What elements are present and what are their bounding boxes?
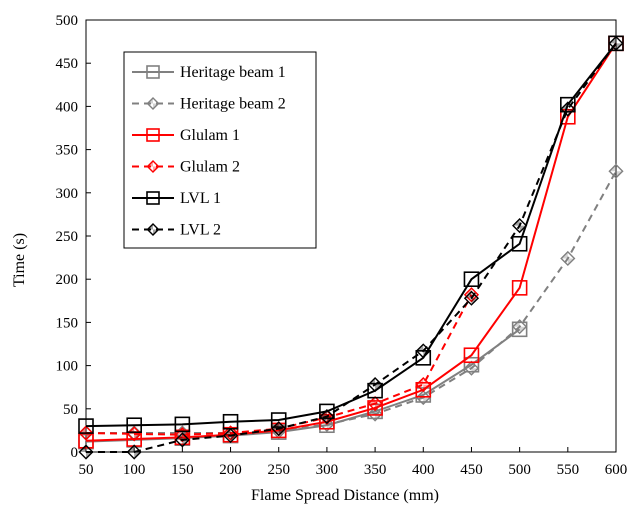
legend-marker	[146, 97, 160, 110]
data-point	[222, 425, 239, 441]
x-tick-label: 350	[364, 462, 387, 478]
data-point	[560, 250, 576, 267]
legend-label: Heritage beam 1	[180, 64, 286, 81]
y-axis-label: Time (s)	[11, 233, 28, 287]
data-point	[174, 429, 191, 446]
x-tick-label: 600	[605, 462, 628, 478]
x-tick-label: 500	[508, 462, 531, 478]
series-line	[86, 170, 617, 434]
data-point	[463, 290, 480, 306]
data-point	[222, 427, 239, 444]
y-tick-label: 400	[56, 99, 79, 115]
y-tick-label: 150	[56, 315, 79, 331]
data-point	[367, 396, 383, 412]
legend-item: LVL 1	[132, 190, 221, 207]
data-point	[367, 377, 383, 393]
x-tick-label: 400	[412, 462, 435, 478]
data-point	[78, 425, 94, 441]
data-point	[608, 163, 624, 179]
legend-marker	[146, 128, 160, 142]
data-point	[463, 360, 480, 376]
series-line	[85, 42, 617, 442]
y-tick-label: 300	[56, 186, 79, 202]
series-lvl-2	[78, 35, 624, 460]
legend-label: Heritage beam 2	[180, 96, 286, 113]
data-point	[78, 418, 94, 434]
y-tick-label: 0	[71, 445, 79, 461]
x-tick-label: 150	[171, 462, 194, 478]
y-tick-label: 500	[56, 13, 79, 29]
series-line	[85, 42, 617, 428]
legend-marker	[146, 160, 160, 173]
x-axis-label: Flame Spread Distance (mm)	[251, 487, 439, 504]
y-tick-label: 450	[56, 56, 79, 72]
series-heritage-beam-1	[78, 321, 528, 450]
legend: Heritage beam 1 Heritage beam 2 Glulam 1 Gl…	[123, 51, 317, 249]
legend-item: LVL 2	[132, 222, 221, 239]
legend-box	[123, 51, 317, 249]
x-axis: 50 100 150 200 250 300 350 400 450 500 550 600	[79, 447, 628, 478]
data-point	[511, 235, 528, 252]
legend-item: Heritage beam 2	[132, 96, 286, 113]
legend-item: Glulam 1	[132, 127, 240, 144]
x-tick-label: 50	[79, 462, 94, 478]
data-point	[463, 287, 480, 303]
y-tick-label: 50	[63, 402, 78, 418]
data-point	[415, 377, 431, 393]
data-point	[512, 218, 528, 234]
data-point	[463, 356, 480, 373]
data-point	[367, 400, 383, 416]
y-tick-label: 100	[56, 359, 79, 375]
y-tick-label: 250	[56, 229, 79, 245]
x-tick-label: 450	[460, 462, 483, 478]
data-point	[174, 427, 190, 443]
x-tick-label: 300	[316, 462, 339, 478]
data-point	[608, 35, 624, 51]
data-point	[415, 343, 431, 359]
data-point	[511, 280, 528, 296]
data-point	[270, 412, 287, 428]
data-point	[126, 417, 142, 434]
y-tick-label: 350	[56, 143, 79, 159]
data-point	[463, 271, 480, 288]
data-point	[174, 416, 191, 433]
x-tick-label: 250	[267, 462, 290, 478]
legend-item: Heritage beam 1	[132, 64, 286, 81]
legend-label: LVL 1	[180, 190, 221, 207]
legend-marker	[146, 191, 160, 205]
data-point	[271, 421, 287, 437]
legend-item: Glulam 2	[132, 159, 240, 176]
data-point	[270, 422, 287, 439]
legend-label: Glulam 1	[180, 127, 240, 144]
data-point	[126, 444, 142, 460]
data-point	[415, 381, 432, 398]
series-line	[86, 42, 617, 453]
data-point	[512, 319, 528, 335]
data-point	[511, 321, 528, 338]
data-point	[560, 108, 576, 125]
y-tick-label: 200	[56, 272, 79, 288]
data-point	[463, 347, 480, 364]
y-axis: 0 50 100 150 200 250 300 350 400 450 500	[56, 13, 91, 461]
data-point	[560, 101, 576, 117]
legend-label: LVL 2	[180, 222, 221, 239]
data-point	[78, 444, 94, 460]
data-point	[319, 413, 335, 430]
legend-label: Glulam 2	[180, 159, 240, 176]
data-point	[222, 413, 239, 430]
x-tick-label: 200	[219, 462, 242, 478]
legend-marker	[146, 65, 160, 79]
series-layer	[78, 35, 624, 460]
data-point	[560, 96, 576, 113]
data-point	[174, 432, 190, 448]
legend-marker	[146, 223, 160, 236]
data-point	[415, 389, 431, 406]
x-tick-label: 100	[123, 462, 146, 478]
x-tick-label: 550	[557, 462, 580, 478]
data-point	[367, 406, 383, 422]
data-point	[319, 408, 335, 425]
